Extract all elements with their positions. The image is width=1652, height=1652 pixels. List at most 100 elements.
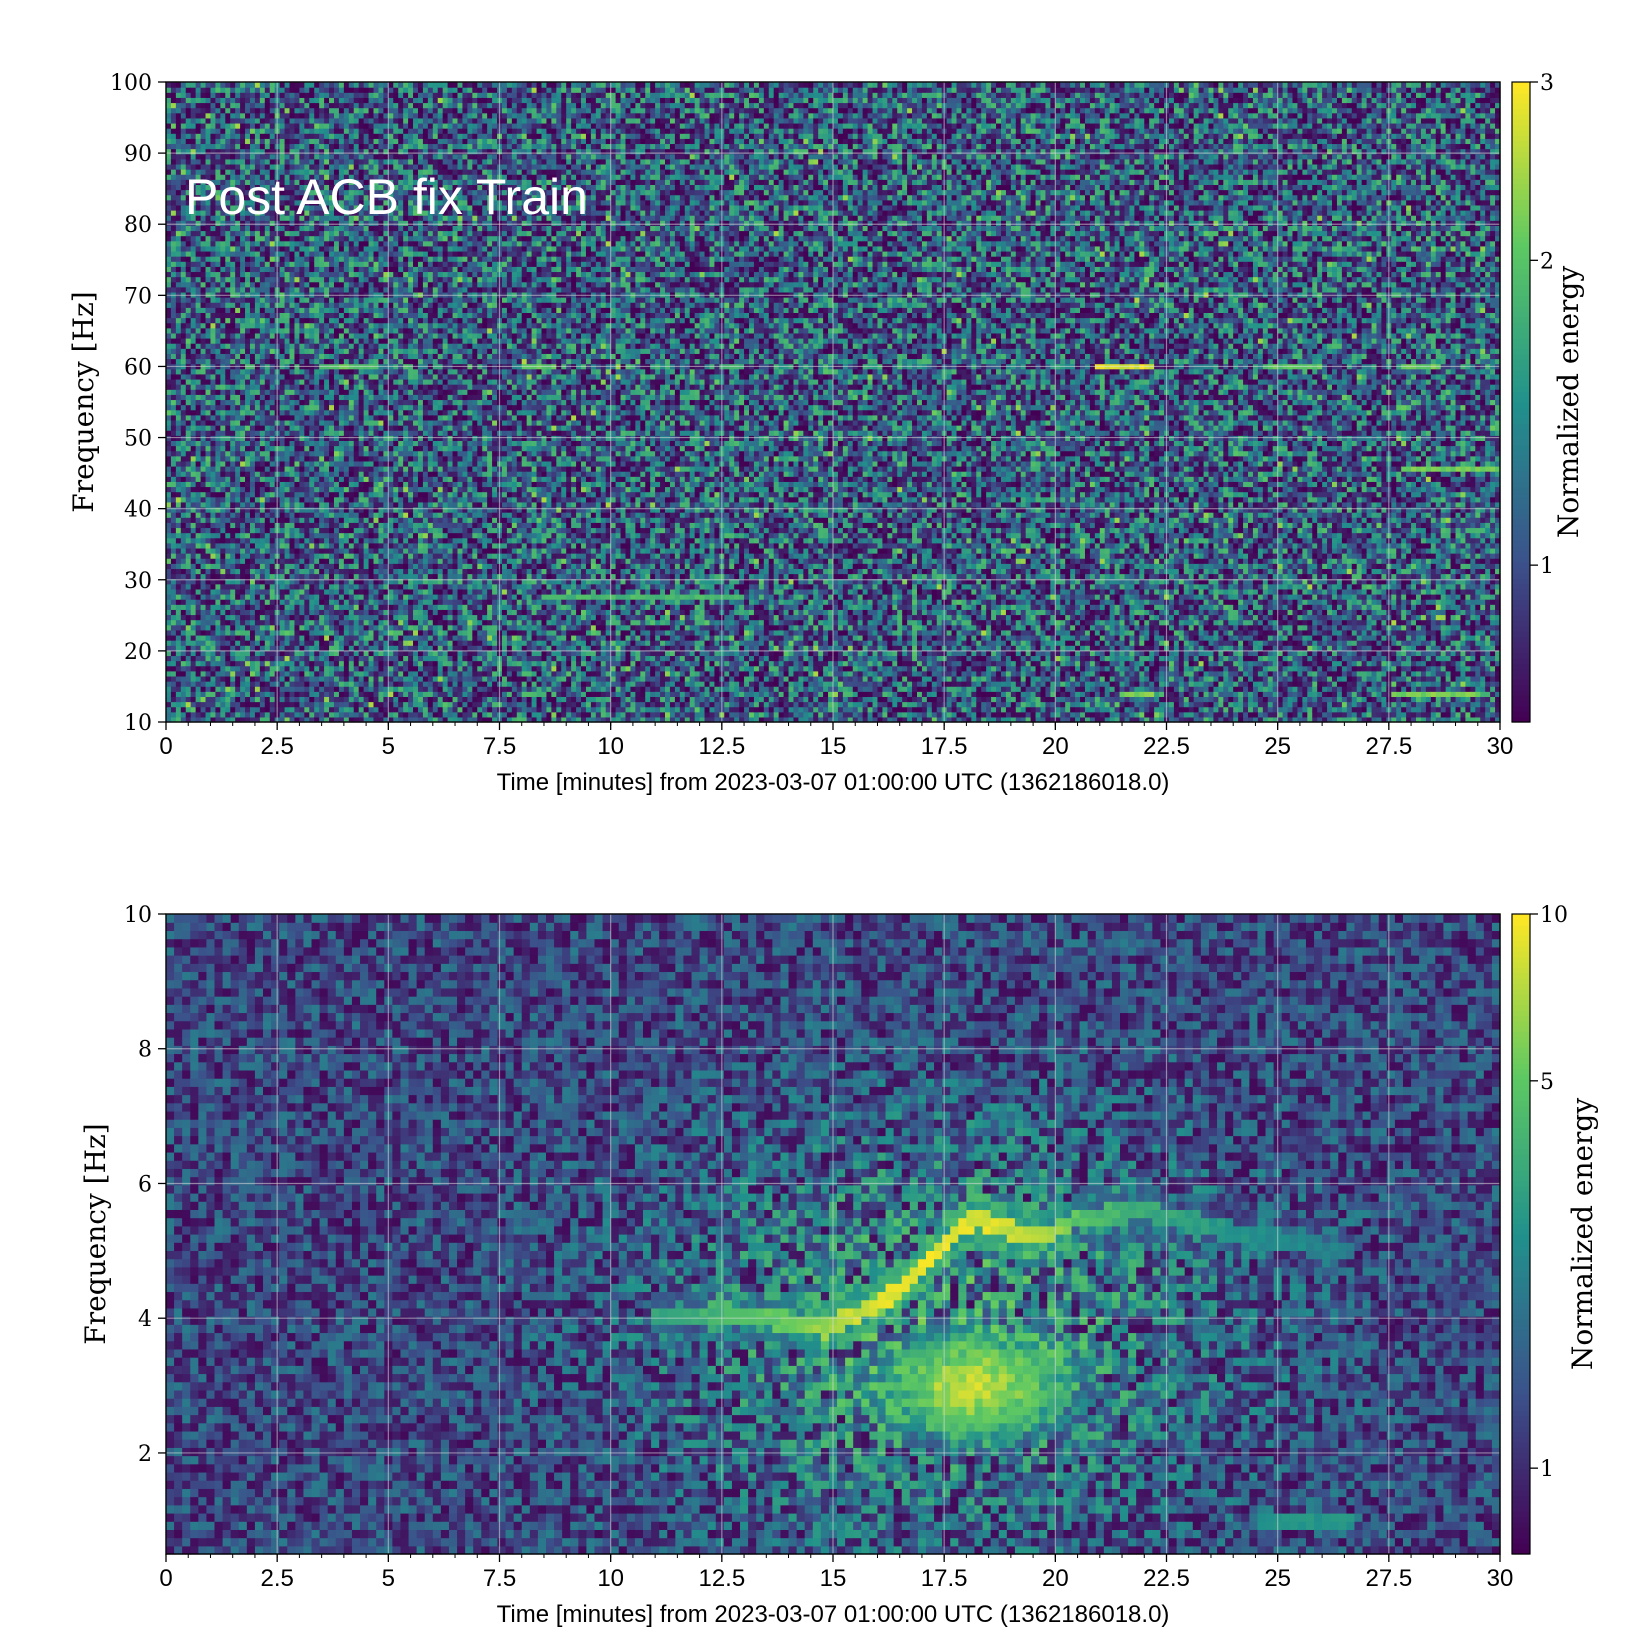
heatmap-cell (235, 701, 241, 708)
heatmap-cell (314, 496, 320, 503)
heatmap-cell (259, 92, 266, 98)
heatmap-cell (200, 286, 207, 293)
heatmap-cell (195, 338, 202, 344)
heatmap-cell (304, 691, 310, 697)
heatmap-cell (358, 338, 365, 344)
heatmap-cell (353, 276, 360, 283)
heatmap-cell (180, 138, 187, 145)
heatmap-cell (299, 302, 305, 308)
heatmap-cell (259, 686, 266, 692)
heatmap-cell (309, 650, 315, 657)
heatmap-cell (319, 281, 325, 288)
heatmap-cell (284, 588, 291, 595)
heatmap-cell (333, 425, 340, 431)
heatmap-cell (353, 655, 360, 662)
heatmap-cell (338, 112, 345, 119)
heatmap-cell (210, 199, 217, 206)
heatmap-cell (324, 250, 330, 257)
heatmap-cell (338, 317, 345, 324)
heatmap-cell (249, 97, 256, 104)
heatmap-cell (309, 184, 315, 191)
heatmap-cell (190, 317, 197, 324)
heatmap-cell (343, 312, 350, 319)
heatmap-cell (220, 660, 226, 667)
heatmap-cell (195, 476, 202, 482)
heatmap-cell (259, 691, 266, 697)
heatmap-cell (220, 245, 226, 252)
heatmap-cell (358, 261, 365, 267)
heatmap-cell (284, 174, 291, 180)
heatmap-cell (175, 82, 182, 88)
heatmap-cell (220, 675, 226, 682)
heatmap-cell (185, 112, 192, 119)
heatmap-cell (235, 419, 241, 426)
heatmap-cell (259, 640, 266, 646)
heatmap-cell (230, 250, 236, 257)
heatmap-cell (309, 553, 315, 559)
heatmap-cell (294, 512, 300, 518)
heatmap-cell (279, 322, 286, 329)
heatmap-cell (259, 501, 266, 508)
heatmap-cell (353, 297, 360, 303)
heatmap-cell (175, 599, 182, 605)
heatmap-cell (220, 179, 226, 185)
heatmap-cell (319, 578, 325, 585)
heatmap-cell (205, 512, 212, 518)
heatmap-cell (304, 378, 310, 385)
heatmap-cell (319, 204, 325, 211)
heatmap-cell (166, 302, 172, 308)
heatmap-cell (319, 266, 325, 273)
heatmap-cell (205, 691, 212, 697)
heatmap-cell (190, 348, 197, 354)
heatmap-cell (304, 522, 310, 529)
heatmap-cell (309, 317, 315, 324)
heatmap-cell (324, 691, 330, 697)
heatmap-cell (195, 547, 202, 554)
heatmap-cell (245, 634, 251, 641)
heatmap-cell (195, 660, 202, 667)
heatmap-cell (190, 696, 197, 703)
heatmap-cell (343, 650, 350, 657)
heatmap-cell (314, 537, 320, 544)
heatmap-cell (166, 245, 172, 252)
heatmap-cell (269, 261, 276, 267)
heatmap-cell (166, 138, 172, 145)
heatmap-cell (294, 701, 300, 708)
heatmap-cell (264, 82, 271, 88)
heatmap-cell (166, 102, 172, 109)
heatmap-cell (190, 650, 197, 657)
heatmap-cell (220, 235, 226, 242)
heatmap-cell (259, 629, 266, 636)
heatmap-cell (235, 307, 241, 313)
heatmap-cell (279, 271, 286, 278)
heatmap-cell (309, 527, 315, 534)
heatmap-cell (353, 425, 360, 431)
heatmap-cell (314, 220, 320, 226)
heatmap-cell (319, 312, 325, 319)
heatmap-cell (210, 481, 217, 488)
heatmap-cell (245, 588, 251, 595)
heatmap-cell (195, 629, 202, 636)
heatmap-cell (279, 634, 286, 641)
heatmap-cell (220, 414, 226, 421)
heatmap-cell (245, 225, 251, 232)
heatmap-cell (215, 128, 221, 134)
heatmap-cell (294, 261, 300, 267)
heatmap-cell (210, 297, 217, 303)
heatmap-cell (319, 691, 325, 697)
heatmap-cell (225, 532, 231, 539)
heatmap-cell (333, 583, 340, 590)
heatmap-cell (205, 82, 212, 88)
heatmap-cell (348, 384, 355, 390)
heatmap-cell (358, 235, 365, 242)
heatmap-cell (166, 378, 172, 385)
heatmap-cell (329, 158, 335, 165)
heatmap-cell (294, 568, 300, 575)
heatmap-cell (264, 619, 271, 626)
heatmap-cell (225, 271, 231, 278)
heatmap-cell (264, 281, 271, 288)
heatmap-cell (166, 522, 172, 529)
heatmap-cell (289, 297, 296, 303)
heatmap-cell (220, 634, 226, 641)
heatmap-cell (190, 225, 197, 232)
